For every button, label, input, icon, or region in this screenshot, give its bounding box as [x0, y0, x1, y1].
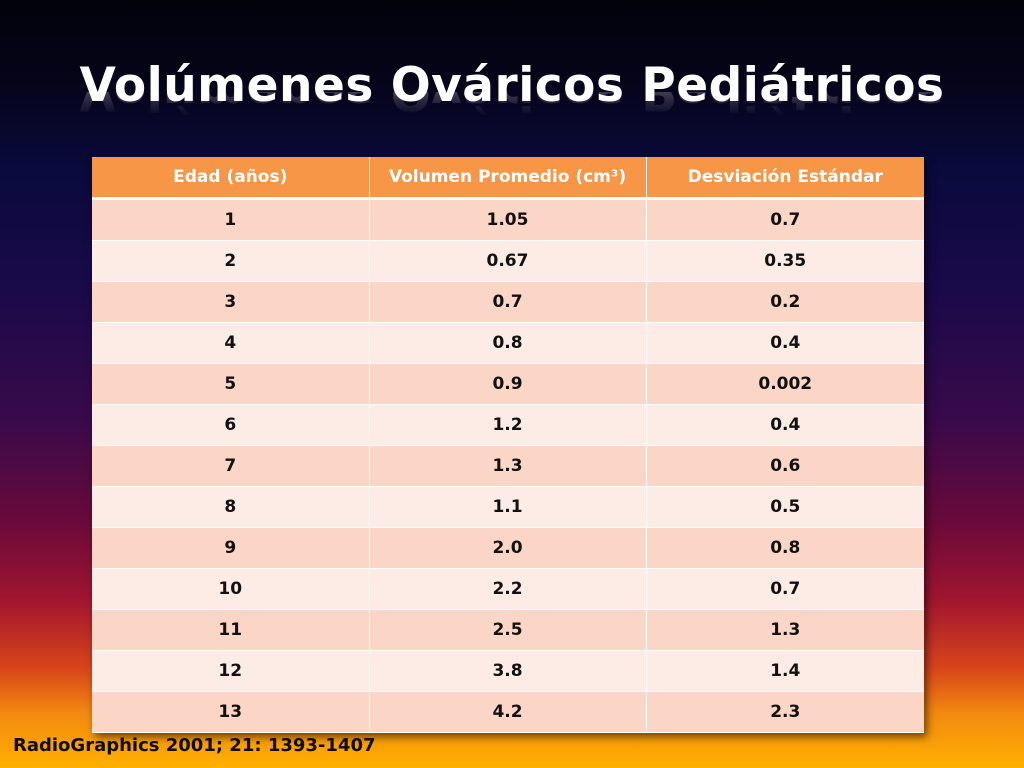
slide-title-reflection: Volúmenes Ováricos Pediátricos — [0, 92, 1024, 116]
cell-age: 12 — [92, 650, 370, 692]
cell-mean-volume: 4.2 — [369, 691, 647, 733]
table-row: 7 1.3 0.6 — [92, 445, 924, 487]
cell-std-dev: 0.2 — [646, 281, 924, 323]
data-table-container: Edad (años) Volumen Promedio (cm³) Desvi… — [92, 157, 924, 733]
cell-std-dev: 0.4 — [646, 322, 924, 364]
cell-std-dev: 0.7 — [646, 198, 924, 241]
cell-age: 8 — [92, 486, 370, 528]
cell-age: 4 — [92, 322, 370, 364]
cell-std-dev: 0.6 — [646, 445, 924, 487]
cell-age: 5 — [92, 363, 370, 405]
cell-std-dev: 0.4 — [646, 404, 924, 446]
table-row: 8 1.1 0.5 — [92, 486, 924, 528]
cell-mean-volume: 0.7 — [369, 281, 647, 323]
cell-mean-volume: 3.8 — [369, 650, 647, 692]
table-row: 5 0.9 0.002 — [92, 363, 924, 405]
cell-age: 9 — [92, 527, 370, 569]
table-row: 12 3.8 1.4 — [92, 650, 924, 692]
cell-age: 3 — [92, 281, 370, 323]
table-row: 1 1.05 0.7 — [92, 198, 924, 241]
cell-std-dev: 0.7 — [646, 568, 924, 610]
cell-mean-volume: 1.1 — [369, 486, 647, 528]
cell-mean-volume: 1.3 — [369, 445, 647, 487]
cell-age: 13 — [92, 691, 370, 733]
table-row: 3 0.7 0.2 — [92, 281, 924, 323]
cell-mean-volume: 0.9 — [369, 363, 647, 405]
citation: RadioGraphics 2001; 21: 1393-1407 — [13, 735, 376, 756]
cell-age: 2 — [92, 240, 370, 282]
table-row: 11 2.5 1.3 — [92, 609, 924, 651]
cell-mean-volume: 0.67 — [369, 240, 647, 282]
cell-age: 7 — [92, 445, 370, 487]
table-row: 6 1.2 0.4 — [92, 404, 924, 446]
cell-mean-volume: 0.8 — [369, 322, 647, 364]
cell-std-dev: 2.3 — [646, 691, 924, 733]
table-row: 2 0.67 0.35 — [92, 240, 924, 282]
table-row: 13 4.2 2.3 — [92, 691, 924, 733]
cell-std-dev: 0.8 — [646, 527, 924, 569]
cell-age: 10 — [92, 568, 370, 610]
cell-std-dev: 0.5 — [646, 486, 924, 528]
cell-age: 1 — [92, 198, 370, 241]
cell-age: 11 — [92, 609, 370, 651]
cell-mean-volume: 1.2 — [369, 404, 647, 446]
table-header-row: Edad (años) Volumen Promedio (cm³) Desvi… — [92, 157, 924, 200]
header-age: Edad (años) — [92, 157, 370, 200]
cell-age: 6 — [92, 404, 370, 446]
cell-mean-volume: 2.2 — [369, 568, 647, 610]
cell-std-dev: 1.3 — [646, 609, 924, 651]
header-std-dev: Desviación Estándar — [646, 157, 924, 200]
cell-std-dev: 1.4 — [646, 650, 924, 692]
table-row: 4 0.8 0.4 — [92, 322, 924, 364]
cell-std-dev: 0.35 — [646, 240, 924, 282]
cell-mean-volume: 2.0 — [369, 527, 647, 569]
ovarian-volume-table: Edad (años) Volumen Promedio (cm³) Desvi… — [92, 157, 924, 733]
cell-mean-volume: 2.5 — [369, 609, 647, 651]
cell-std-dev: 0.002 — [646, 363, 924, 405]
table-row: 10 2.2 0.7 — [92, 568, 924, 610]
table-row: 9 2.0 0.8 — [92, 527, 924, 569]
slide-title: Volúmenes Ováricos Pediátricos — [79, 58, 945, 113]
header-mean-volume: Volumen Promedio (cm³) — [369, 157, 647, 200]
cell-mean-volume: 1.05 — [369, 198, 647, 241]
